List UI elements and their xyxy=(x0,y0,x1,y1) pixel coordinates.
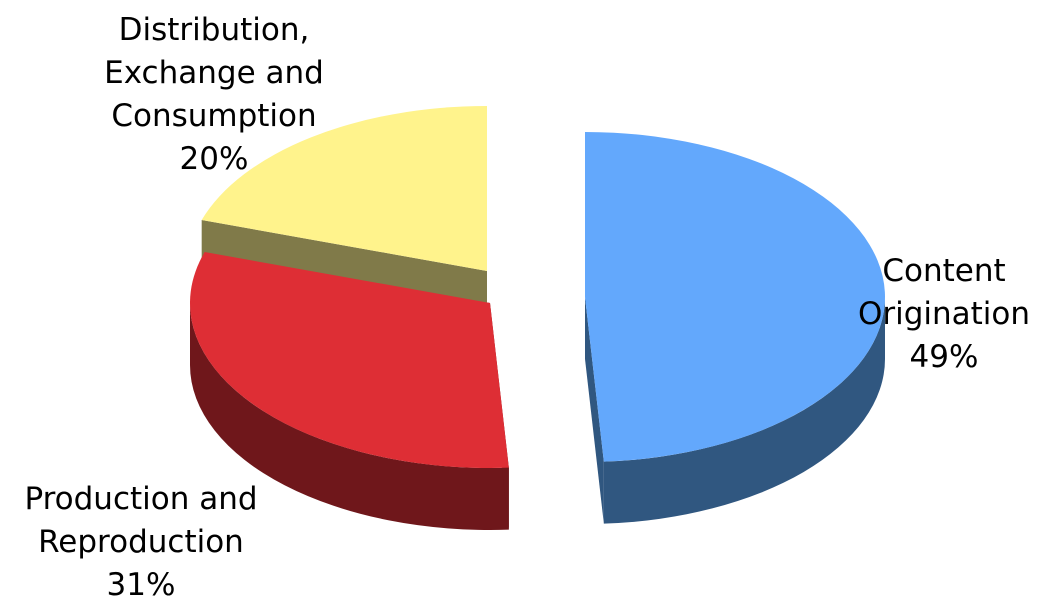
pie-labels: Content Origination 49% Production and Repro… xyxy=(24,12,1030,603)
slice-production-and-reproduction-label-line: Production and xyxy=(24,481,257,517)
slice-production-and-reproduction xyxy=(189,252,509,468)
slice-content-origination-label-line: Content xyxy=(882,253,1005,289)
slice-content-origination-percent-label: 49% xyxy=(910,339,979,375)
slice-content-origination-wall-1 xyxy=(585,297,604,524)
slice-distribution-exchange-and-consumption-label-line: Exchange and xyxy=(104,55,324,91)
slice-production-and-reproduction-label-line: Reproduction xyxy=(38,524,244,560)
slice-content-origination-label-line: Origination xyxy=(858,296,1030,332)
slice-distribution-exchange-and-consumption-label-line: Consumption xyxy=(111,98,316,134)
pie-tops xyxy=(189,106,885,468)
slice-distribution-exchange-and-consumption-percent-label: 20% xyxy=(180,141,249,177)
slice-content-origination-rim xyxy=(603,297,885,524)
slice-production-and-reproduction-rim xyxy=(190,303,509,530)
slice-production-and-reproduction-percent-label: 31% xyxy=(107,567,176,603)
slice-distribution-exchange-and-consumption-label-line: Distribution, xyxy=(119,12,310,48)
slice-content-origination xyxy=(585,132,885,462)
slice-distribution-exchange-and-consumption xyxy=(201,106,487,271)
